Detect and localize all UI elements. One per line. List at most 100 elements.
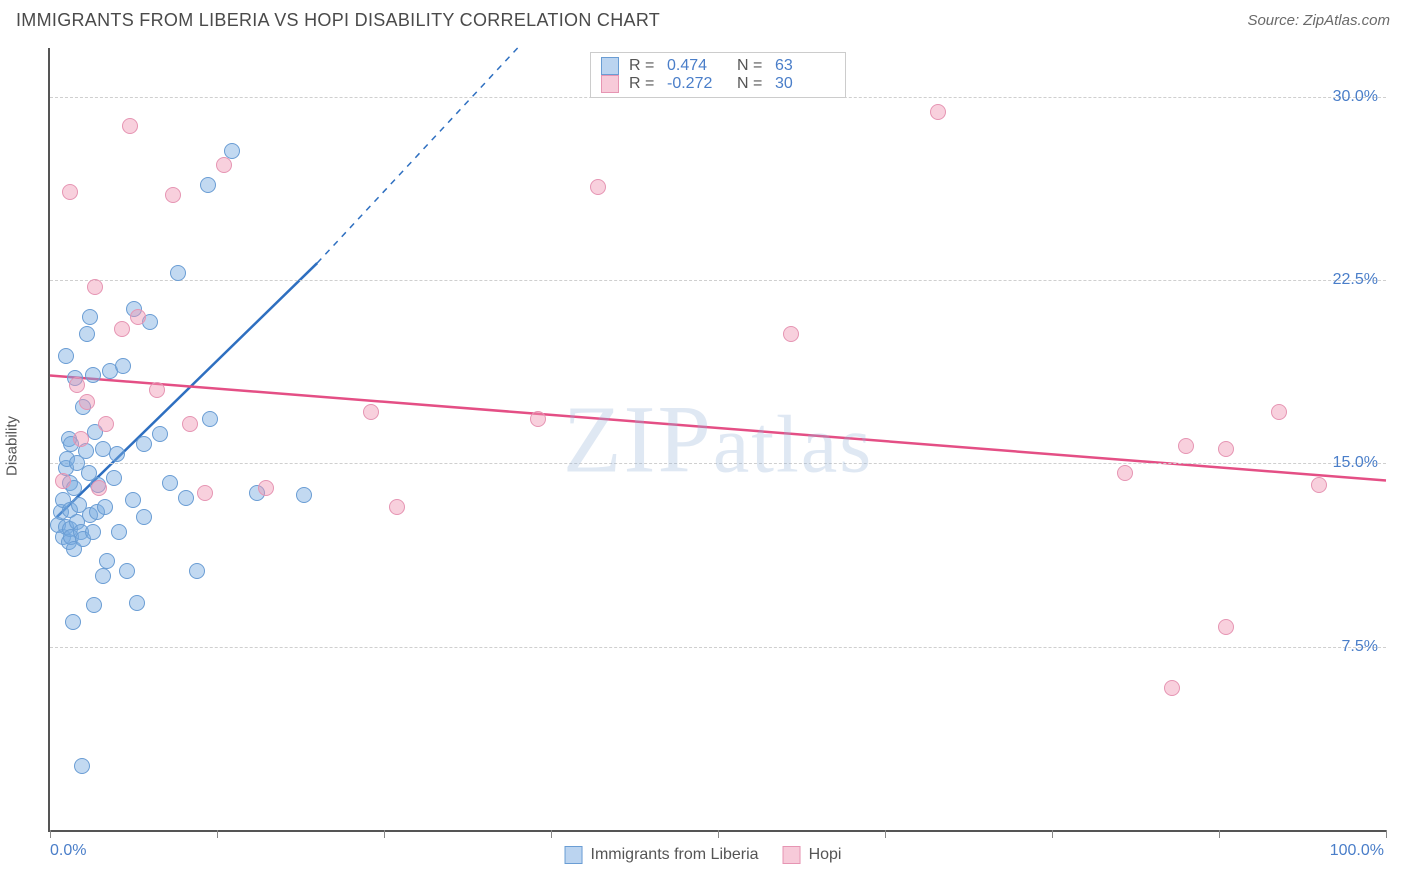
y-tick-label: 30.0% [1333,88,1378,106]
legend-swatch-blue [601,57,619,75]
scatter-point [122,118,138,134]
legend-n-value: 63 [775,57,835,75]
scatter-point [224,143,240,159]
scatter-point [69,377,85,393]
trend-line [317,48,517,263]
scatter-point [85,367,101,383]
legend-swatch-blue [565,846,583,864]
legend-item: Hopi [783,846,842,864]
x-axis-max-label: 100.0% [1330,842,1384,860]
scatter-point [930,104,946,120]
legend-series-label: Hopi [809,846,842,864]
scatter-point [82,309,98,325]
scatter-point [95,568,111,584]
scatter-point [162,475,178,491]
scatter-point [189,563,205,579]
scatter-point [783,326,799,342]
scatter-point [216,157,232,173]
watermark: ZIPatlas [563,384,873,495]
scatter-point [170,265,186,281]
scatter-point [149,382,165,398]
scatter-point [125,492,141,508]
y-tick-label: 15.0% [1333,454,1378,472]
scatter-point [136,509,152,525]
scatter-point [129,595,145,611]
scatter-point [1178,438,1194,454]
gridline [50,463,1386,464]
scatter-point [200,177,216,193]
gridline [50,647,1386,648]
scatter-point [182,416,198,432]
scatter-point [109,446,125,462]
gridline [50,280,1386,281]
legend-correlation: R = 0.474 N = 63 R = -0.272 N = 30 [590,52,846,98]
scatter-point [296,487,312,503]
x-tick [50,830,51,838]
scatter-point [65,614,81,630]
scatter-point [98,416,114,432]
x-tick [1052,830,1053,838]
scatter-point [106,470,122,486]
x-tick [551,830,552,838]
scatter-point [1117,465,1133,481]
legend-n-value: 30 [775,75,835,93]
scatter-point [55,473,71,489]
scatter-point [97,499,113,515]
chart-title: IMMIGRANTS FROM LIBERIA VS HOPI DISABILI… [16,10,660,31]
scatter-point [86,597,102,613]
legend-row: R = -0.272 N = 30 [601,75,835,93]
y-tick-label: 7.5% [1342,638,1378,656]
scatter-point [87,279,103,295]
scatter-point [115,358,131,374]
scatter-point [197,485,213,501]
scatter-point [363,404,379,420]
x-tick [885,830,886,838]
scatter-point [389,499,405,515]
legend-r-value: 0.474 [667,57,727,75]
scatter-point [62,184,78,200]
scatter-point [165,187,181,203]
scatter-point [1311,477,1327,493]
scatter-point [1271,404,1287,420]
trend-line [50,375,1386,480]
x-tick [1386,830,1387,838]
scatter-point [79,394,95,410]
legend-r-label: R = [629,75,657,93]
scatter-point [85,524,101,540]
scatter-point [130,309,146,325]
scatter-point [114,321,130,337]
scatter-point [74,758,90,774]
scatter-point [530,411,546,427]
y-tick-label: 22.5% [1333,271,1378,289]
legend-r-label: R = [629,57,657,75]
scatter-point [258,480,274,496]
scatter-point [99,553,115,569]
legend-row: R = 0.474 N = 63 [601,57,835,75]
chart-header: IMMIGRANTS FROM LIBERIA VS HOPI DISABILI… [0,0,1406,37]
x-tick [217,830,218,838]
legend-n-label: N = [737,75,765,93]
legend-r-value: -0.272 [667,75,727,93]
scatter-point [1218,619,1234,635]
scatter-point [73,431,89,447]
x-axis-min-label: 0.0% [50,842,86,860]
legend-series-label: Immigrants from Liberia [591,846,759,864]
legend-swatch-pink [601,75,619,93]
scatter-point [91,480,107,496]
x-tick [718,830,719,838]
scatter-point [590,179,606,195]
x-tick [1219,830,1220,838]
scatter-point [136,436,152,452]
scatter-point [178,490,194,506]
legend-item: Immigrants from Liberia [565,846,759,864]
plot-area: ZIPatlas R = 0.474 N = 63 R = -0.272 N =… [48,48,1386,832]
scatter-point [1164,680,1180,696]
legend-n-label: N = [737,57,765,75]
scatter-point [202,411,218,427]
scatter-point [111,524,127,540]
chart-source: Source: ZipAtlas.com [1247,12,1390,29]
legend-series: Immigrants from Liberia Hopi [565,846,842,864]
legend-swatch-pink [783,846,801,864]
scatter-point [152,426,168,442]
scatter-point [58,348,74,364]
